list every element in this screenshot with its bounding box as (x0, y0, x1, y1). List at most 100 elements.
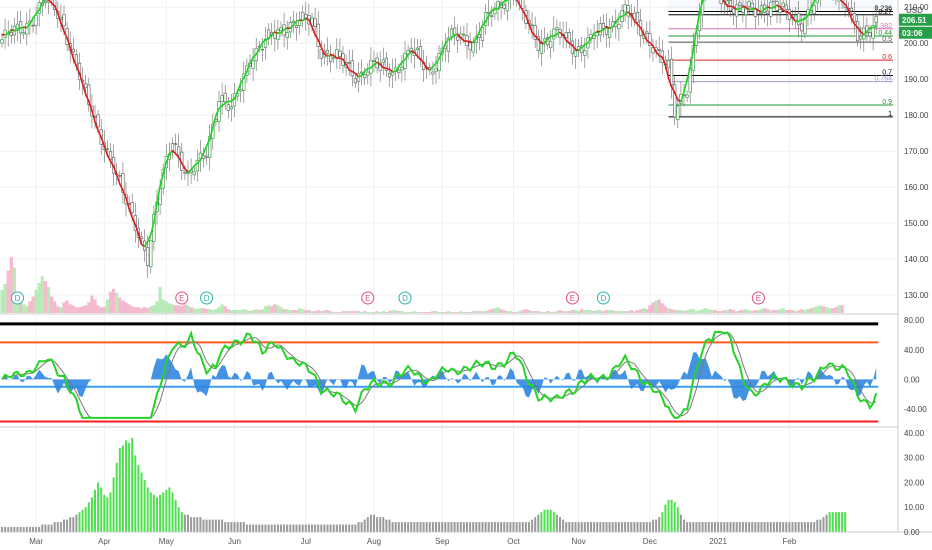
lower-volume-bar (453, 522, 456, 532)
lower-volume-bar (100, 487, 103, 532)
volume-bar (285, 309, 289, 313)
lower-volume-bar (438, 522, 441, 532)
lower-volume-bar (311, 524, 313, 532)
lower-volume-bar (360, 522, 363, 532)
lower-volume-bar (87, 502, 90, 532)
trend-segment (174, 152, 180, 159)
trend-segment (56, 12, 62, 24)
trend-segment (32, 13, 37, 19)
time-axis-label: Sep (435, 537, 450, 546)
lower-volume-bar (47, 524, 50, 532)
candle-body (552, 28, 556, 40)
candle-body (43, 0, 47, 3)
volume-bar (251, 310, 255, 313)
lower-volume-bar (22, 527, 25, 532)
lower-volume-bar (369, 514, 372, 532)
volume-bar (825, 307, 829, 313)
volume-bar (133, 307, 137, 313)
trend-segment (146, 233, 152, 243)
price-tick-label: 150.00 (904, 219, 929, 228)
fib-band (668, 0, 893, 12)
event-marker-label: E (570, 294, 575, 303)
candle-body (31, 24, 35, 27)
trend-segment (664, 64, 670, 79)
trend-segment (614, 16, 620, 24)
trend-segment (53, 5, 59, 14)
volume-bar (617, 311, 621, 313)
lower-volume-bar (13, 527, 16, 532)
lower-volume-bar (267, 524, 270, 532)
trend-segment (267, 33, 273, 40)
trend-segment (531, 31, 537, 37)
candle-body (750, 2, 754, 9)
lower-volume-bar (245, 524, 248, 532)
lower-volume-bar (59, 522, 62, 532)
volume-bar (666, 308, 671, 313)
volume-bar (25, 306, 29, 313)
lower-volume-bar (264, 524, 267, 532)
lower-volume-bar (664, 504, 667, 532)
volume-bar (604, 310, 609, 313)
volume-bar (192, 308, 196, 313)
volume-bar (307, 310, 311, 313)
trend-segment (723, 1, 729, 7)
countdown-value: 03:06 (902, 29, 923, 38)
lower-volume-bar (683, 519, 685, 532)
trend-segment (587, 38, 592, 44)
trend-segment (159, 173, 164, 188)
volume-bar (539, 312, 543, 313)
price-tick-label: 170.00 (904, 147, 929, 156)
lower-volume-bar (385, 519, 388, 532)
lower-volume-bar (149, 492, 152, 532)
trend-segment (791, 16, 797, 23)
candle-body (564, 32, 568, 38)
event-marker (751, 291, 765, 305)
lower-volume-bar (493, 522, 496, 532)
volume-bar (546, 311, 550, 313)
volume-bar (332, 312, 336, 313)
candle-body (772, 0, 776, 2)
volume-bar (155, 301, 159, 313)
lower-volume-bar (546, 509, 549, 532)
lower-volume-bar (106, 497, 109, 532)
candle-body (205, 155, 209, 158)
candle-body (676, 105, 680, 121)
lower-volume-bar (156, 497, 158, 532)
trend-segment (243, 70, 248, 79)
volume-bar (174, 305, 178, 313)
lower-volume-bar (342, 524, 344, 532)
trend-segment (661, 56, 667, 66)
volume-bar (496, 307, 500, 313)
candle-body (146, 247, 150, 266)
lower-volume-bar (621, 522, 623, 532)
volume-bar (59, 307, 63, 313)
candle-body (363, 74, 367, 79)
trend-segment (115, 174, 121, 185)
volume-bar (744, 309, 748, 313)
volume-bar (226, 309, 230, 313)
volume-bar (564, 311, 568, 313)
lower-volume-bar (648, 522, 651, 532)
lower-volume-bar (221, 519, 224, 532)
time-axis-label: 2021 (709, 537, 727, 546)
candle-body (797, 13, 801, 26)
lower-volume-bar (822, 517, 825, 532)
volume-bar (719, 311, 723, 313)
candle-body (251, 60, 255, 69)
volume-bar (468, 312, 472, 313)
volume-bar (657, 299, 661, 313)
volume-bar (518, 311, 522, 313)
candle-body (260, 48, 265, 51)
lower-volume-bar (565, 522, 568, 532)
trend-segment (75, 65, 81, 75)
lower-volume-bar (41, 524, 44, 532)
lower-volume-bar (283, 524, 286, 532)
candle-body (9, 32, 13, 36)
trend-segment (807, 6, 812, 17)
volume-bar (164, 301, 168, 313)
lower-volume-bar (614, 522, 617, 532)
lower-volume-bar (466, 522, 468, 532)
candle-body (46, 0, 51, 3)
